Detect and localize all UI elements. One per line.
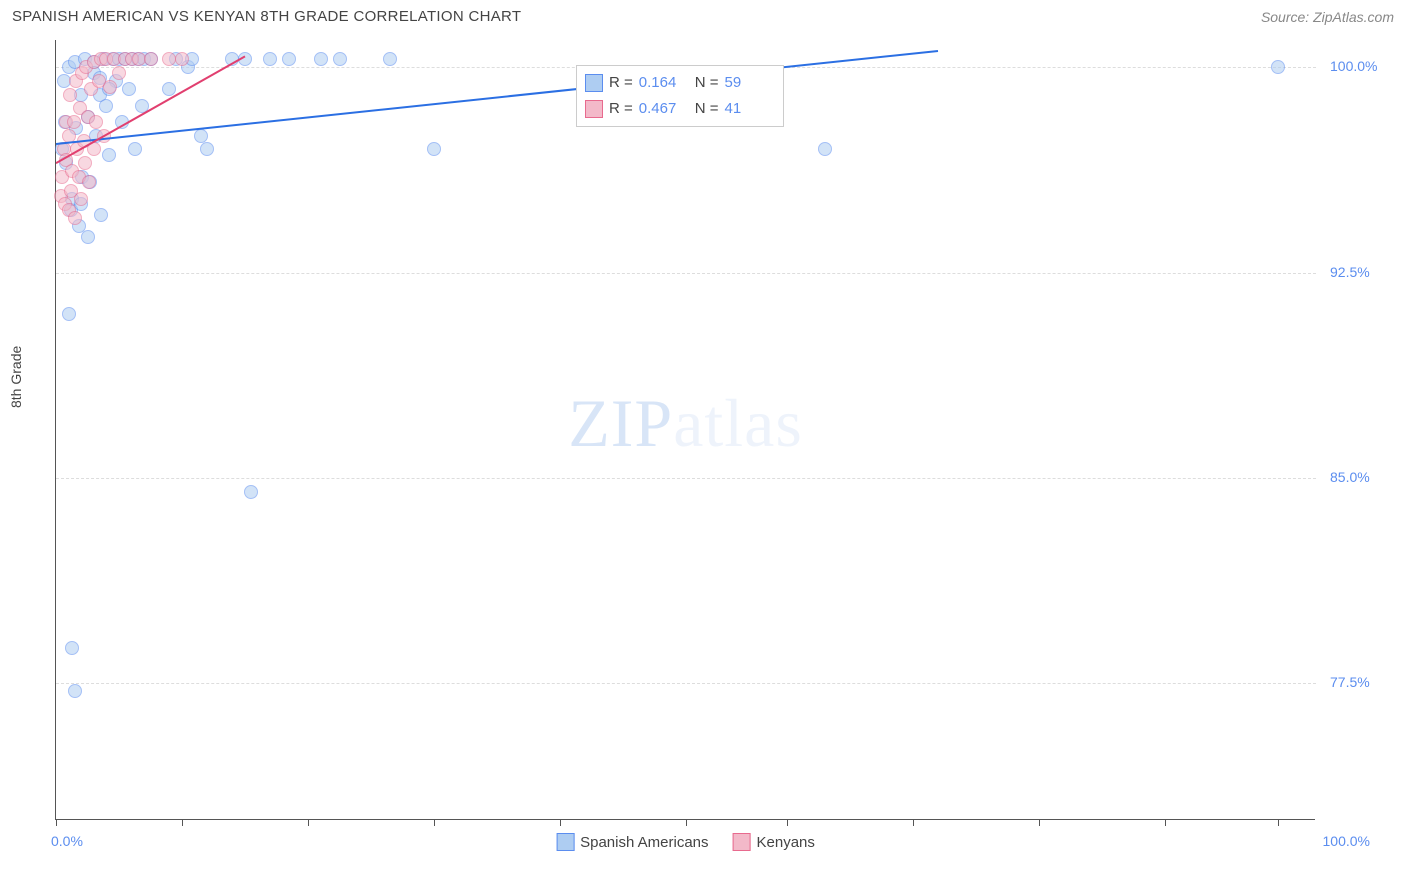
x-tick: [787, 819, 788, 826]
data-point-spanish_americans: [162, 82, 176, 96]
data-point-spanish_americans: [102, 148, 116, 162]
trend-lines: [56, 40, 1316, 820]
legend-swatch-1: [585, 74, 603, 92]
data-point-kenyans: [87, 142, 101, 156]
data-point-spanish_americans: [427, 142, 441, 156]
n-value-2: 41: [725, 96, 775, 122]
data-point-spanish_americans: [99, 99, 113, 113]
data-point-spanish_americans: [314, 52, 328, 66]
watermark-atlas: atlas: [673, 385, 803, 461]
data-point-kenyans: [78, 156, 92, 170]
grid-line-h: [56, 683, 1316, 684]
x-tick: [434, 819, 435, 826]
data-point-spanish_americans: [94, 208, 108, 222]
chart-title: SPANISH AMERICAN VS KENYAN 8TH GRADE COR…: [12, 8, 521, 25]
data-point-kenyans: [144, 52, 158, 66]
chart-container: ZIPatlas 8th Grade 0.0% 100.0% R = 0.164…: [55, 40, 1315, 820]
r-label: R =: [609, 70, 633, 96]
x-tick: [308, 819, 309, 826]
legend-label-1: Spanish Americans: [580, 834, 708, 851]
data-point-kenyans: [97, 129, 111, 143]
n-value-1: 59: [725, 70, 775, 96]
data-point-spanish_americans: [81, 230, 95, 244]
legend-swatch-spanish: [556, 833, 574, 851]
x-tick: [686, 819, 687, 826]
data-point-kenyans: [89, 115, 103, 129]
data-point-kenyans: [63, 88, 77, 102]
data-point-spanish_americans: [65, 641, 79, 655]
data-point-spanish_americans: [200, 142, 214, 156]
r-value-1: 0.164: [639, 70, 689, 96]
legend-swatch-kenyan: [733, 833, 751, 851]
data-point-spanish_americans: [122, 82, 136, 96]
data-point-spanish_americans: [263, 52, 277, 66]
stats-legend-box: R = 0.164 N = 59 R = 0.467 N = 41: [576, 65, 784, 127]
data-point-spanish_americans: [244, 485, 258, 499]
chart-source: Source: ZipAtlas.com: [1261, 9, 1394, 25]
legend-item-1: Spanish Americans: [556, 833, 708, 851]
plot-area: ZIPatlas 8th Grade 0.0% 100.0% R = 0.164…: [55, 40, 1315, 820]
watermark: ZIPatlas: [568, 384, 803, 463]
data-point-kenyans: [112, 66, 126, 80]
x-axis-min-label: 0.0%: [51, 833, 83, 849]
data-point-spanish_americans: [135, 99, 149, 113]
y-tick-label: 77.5%: [1330, 674, 1406, 690]
bottom-legend: Spanish Americans Kenyans: [556, 833, 815, 851]
legend-swatch-2: [585, 100, 603, 118]
n-label: N =: [695, 70, 719, 96]
watermark-zip: ZIP: [568, 385, 673, 461]
data-point-kenyans: [74, 192, 88, 206]
stats-row-2: R = 0.467 N = 41: [585, 96, 775, 122]
data-point-spanish_americans: [115, 115, 129, 129]
n-label-2: N =: [695, 96, 719, 122]
data-point-kenyans: [82, 175, 96, 189]
x-tick: [1278, 819, 1279, 826]
data-point-kenyans: [103, 80, 117, 94]
y-tick-label: 100.0%: [1330, 58, 1406, 74]
r-label-2: R =: [609, 96, 633, 122]
data-point-spanish_americans: [128, 142, 142, 156]
y-axis-title: 8th Grade: [8, 345, 24, 407]
data-point-kenyans: [67, 115, 81, 129]
data-point-kenyans: [68, 211, 82, 225]
grid-line-h: [56, 273, 1316, 274]
x-tick: [182, 819, 183, 826]
data-point-spanish_americans: [383, 52, 397, 66]
x-tick: [1165, 819, 1166, 826]
data-point-spanish_americans: [68, 684, 82, 698]
chart-header: SPANISH AMERICAN VS KENYAN 8TH GRADE COR…: [0, 0, 1406, 31]
r-value-2: 0.467: [639, 96, 689, 122]
x-tick: [1039, 819, 1040, 826]
x-tick: [560, 819, 561, 826]
data-point-spanish_americans: [333, 52, 347, 66]
data-point-spanish_americans: [238, 52, 252, 66]
data-point-spanish_americans: [62, 307, 76, 321]
x-tick: [913, 819, 914, 826]
data-point-spanish_americans: [282, 52, 296, 66]
x-tick: [56, 819, 57, 826]
data-point-spanish_americans: [1271, 60, 1285, 74]
data-point-kenyans: [62, 129, 76, 143]
data-point-spanish_americans: [194, 129, 208, 143]
y-tick-label: 92.5%: [1330, 264, 1406, 280]
y-tick-label: 85.0%: [1330, 469, 1406, 485]
legend-label-2: Kenyans: [757, 834, 815, 851]
legend-item-2: Kenyans: [733, 833, 815, 851]
grid-line-h: [56, 478, 1316, 479]
x-axis-max-label: 100.0%: [1323, 833, 1370, 849]
stats-row-1: R = 0.164 N = 59: [585, 70, 775, 96]
data-point-spanish_americans: [818, 142, 832, 156]
